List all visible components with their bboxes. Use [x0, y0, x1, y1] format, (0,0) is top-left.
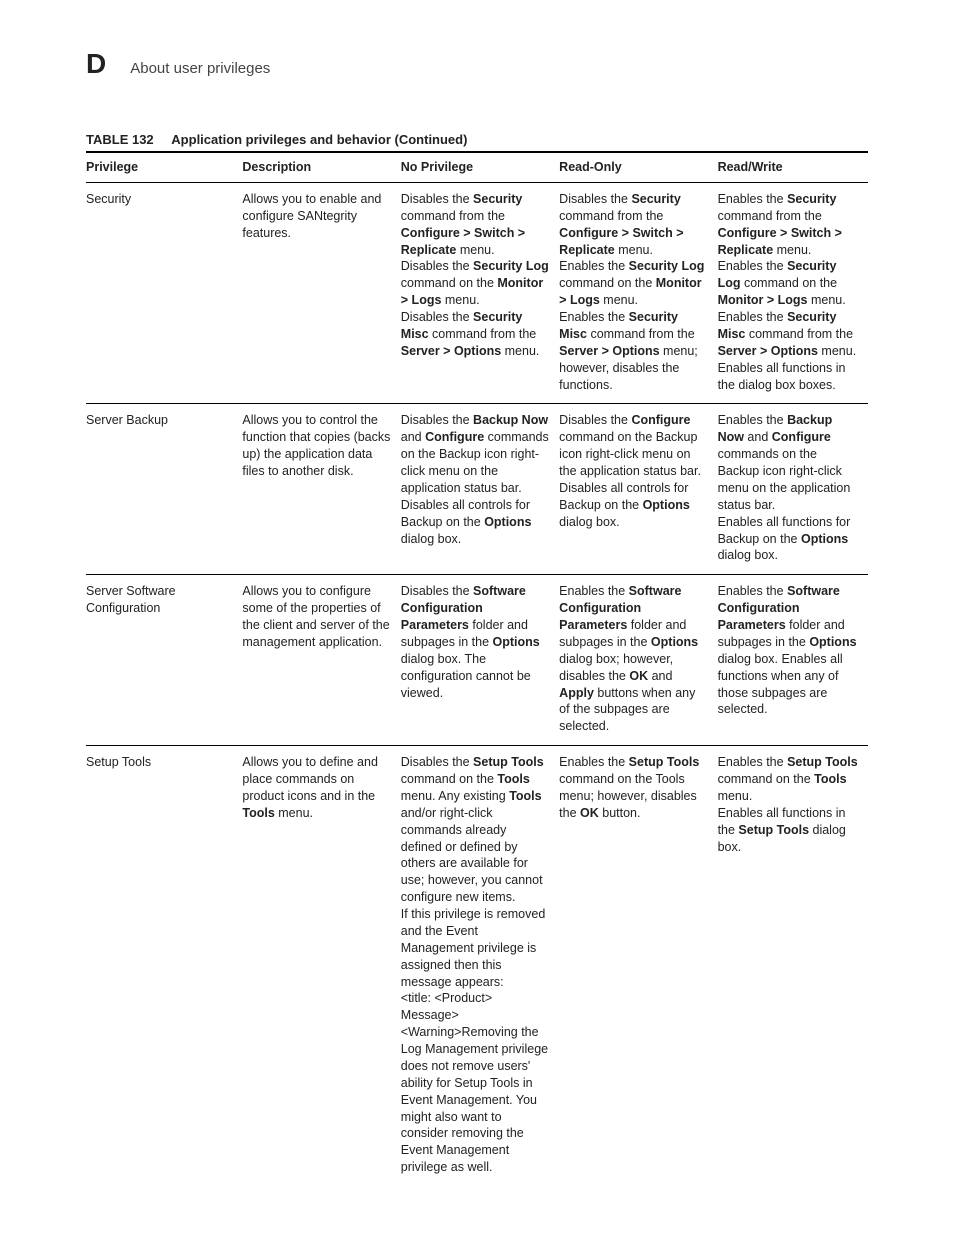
cell-no-privilege: Disables the Software Configuration Para…	[401, 575, 559, 746]
col-header-privilege: Privilege	[86, 152, 242, 182]
cell-read-write: Enables the Setup Tools command on the T…	[718, 746, 868, 1186]
col-header-description: Description	[242, 152, 400, 182]
cell-privilege: Security	[86, 182, 242, 404]
cell-privilege: Server Software Configuration	[86, 575, 242, 746]
cell-read-only: Enables the Setup Tools command on the T…	[559, 746, 717, 1186]
table-row: Server Software ConfigurationAllows you …	[86, 575, 868, 746]
cell-no-privilege: Disables the Security command from the C…	[401, 182, 559, 404]
cell-no-privilege: Disables the Backup Now and Configure co…	[401, 404, 559, 575]
table-row: Setup ToolsAllows you to define and plac…	[86, 746, 868, 1186]
col-header-no-privilege: No Privilege	[401, 152, 559, 182]
table-row: SecurityAllows you to enable and configu…	[86, 182, 868, 404]
cell-privilege: Setup Tools	[86, 746, 242, 1186]
table-row: Server BackupAllows you to control the f…	[86, 404, 868, 575]
cell-no-privilege: Disables the Setup Tools command on the …	[401, 746, 559, 1186]
section-title: About user privileges	[130, 60, 270, 77]
col-header-read-only: Read-Only	[559, 152, 717, 182]
appendix-letter: D	[86, 50, 106, 78]
cell-read-write: Enables the Security command from the Co…	[718, 182, 868, 404]
cell-read-only: Disables the Security command from the C…	[559, 182, 717, 404]
cell-description: Allows you to define and place commands …	[242, 746, 400, 1186]
cell-read-write: Enables the Software Configuration Param…	[718, 575, 868, 746]
cell-read-only: Disables the Configure command on the Ba…	[559, 404, 717, 575]
cell-description: Allows you to control the function that …	[242, 404, 400, 575]
page-header: D About user privileges	[86, 50, 868, 78]
cell-read-only: Enables the Software Configuration Param…	[559, 575, 717, 746]
cell-description: Allows you to enable and configure SANte…	[242, 182, 400, 404]
table-number: TABLE 132	[86, 132, 154, 147]
table-header-row: Privilege Description No Privilege Read-…	[86, 152, 868, 182]
cell-description: Allows you to configure some of the prop…	[242, 575, 400, 746]
table-title: Application privileges and behavior (Con…	[171, 132, 467, 147]
cell-privilege: Server Backup	[86, 404, 242, 575]
privileges-table: Privilege Description No Privilege Read-…	[86, 151, 868, 1186]
table-body: SecurityAllows you to enable and configu…	[86, 182, 868, 1186]
cell-read-write: Enables the Backup Now and Configure com…	[718, 404, 868, 575]
col-header-read-write: Read/Write	[718, 152, 868, 182]
table-caption: TABLE 132 Application privileges and beh…	[86, 132, 868, 147]
